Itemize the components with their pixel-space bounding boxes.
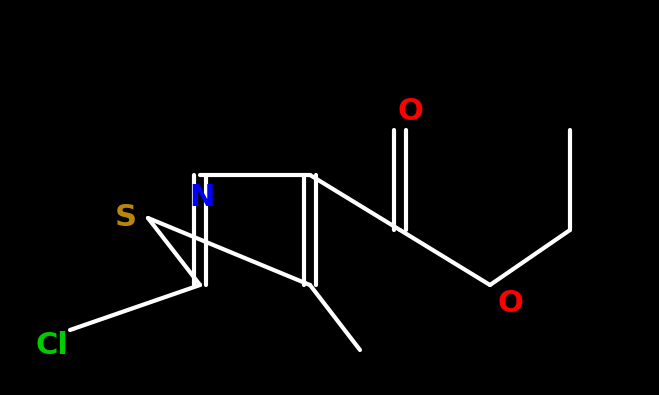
- Text: N: N: [189, 182, 215, 211]
- Text: Cl: Cl: [36, 331, 69, 359]
- Text: O: O: [397, 98, 423, 126]
- Text: S: S: [115, 203, 137, 233]
- Text: O: O: [497, 288, 523, 318]
